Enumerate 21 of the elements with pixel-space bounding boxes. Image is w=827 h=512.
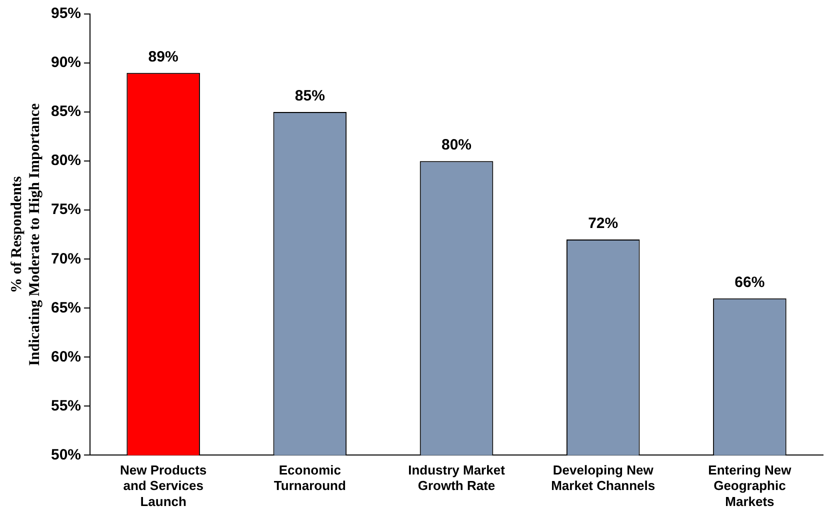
x-tick-label: Developing New Market Channels: [551, 462, 656, 494]
data-label: 89%: [148, 48, 178, 66]
data-label: 85%: [294, 88, 325, 105]
y-tick-label: 65%: [50, 299, 82, 316]
y-tick-label: 80%: [50, 152, 82, 170]
data-label: 72%: [588, 215, 618, 232]
y-tick-label: 55%: [50, 397, 82, 414]
y-tick-label: 95%: [50, 5, 82, 22]
x-tick-label: New Products and Services Launch: [120, 462, 207, 509]
y-tick-label: 60%: [50, 348, 82, 366]
y-tick-label: 50%: [50, 446, 82, 464]
y-tick-label: 90%: [50, 54, 82, 72]
y-tick-label: 85%: [50, 103, 82, 120]
x-tick-label: Industry Market Growth Rate: [408, 462, 506, 494]
y-tick-label: 75%: [50, 201, 82, 218]
x-tick-label: Entering New Geographic Markets: [708, 462, 792, 509]
data-label: 66%: [734, 274, 765, 291]
data-label: 80%: [441, 136, 472, 154]
y-tick-label: 70%: [50, 250, 82, 268]
x-tick-label: Economic Turnaround: [274, 462, 346, 494]
y-axis-title: % of Respondents Indicating Moderate to High Importance: [8, 103, 43, 366]
